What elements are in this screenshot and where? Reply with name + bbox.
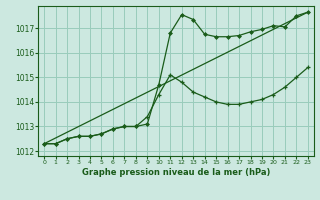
X-axis label: Graphe pression niveau de la mer (hPa): Graphe pression niveau de la mer (hPa): [82, 168, 270, 177]
